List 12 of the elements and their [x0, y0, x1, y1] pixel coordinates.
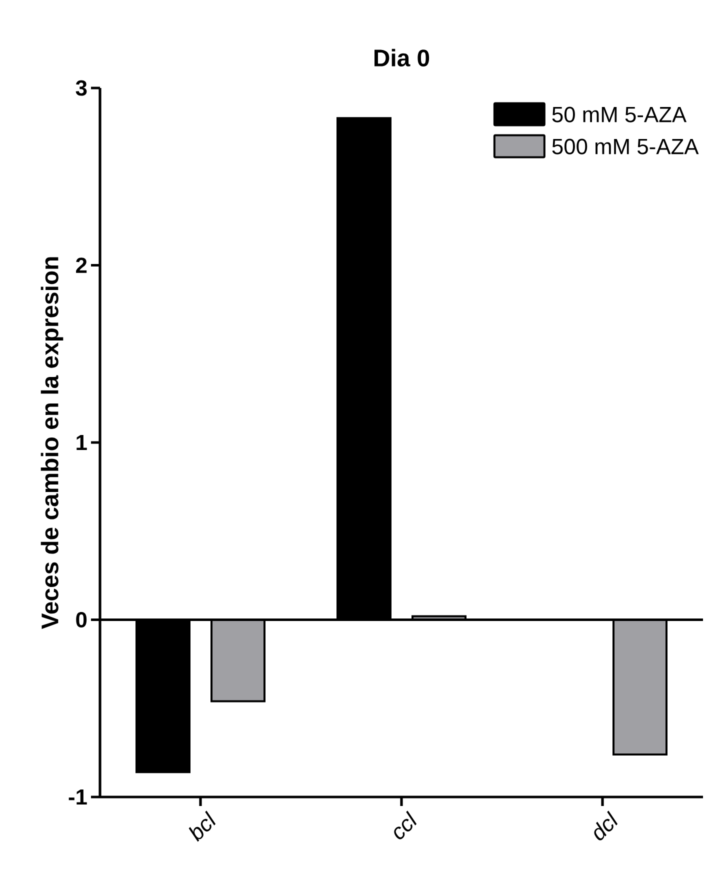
x-tick-label: bcl: [188, 810, 216, 842]
legend-label: 500 mM 5-AZA: [552, 138, 699, 154]
y-tick-label: 0: [76, 612, 87, 628]
y-tick-label: -1: [68, 789, 87, 805]
y-tick-label: 2: [76, 258, 87, 273]
y-tick-label: 3: [76, 80, 87, 96]
legend-label: 50 mM 5-AZA: [552, 106, 687, 122]
y-tick-label: 1: [76, 434, 87, 450]
x-tick-label: dcl: [594, 810, 618, 840]
x-tick-label: ccl: [394, 810, 417, 840]
chart-title: Dia 0: [374, 48, 430, 66]
y-axis-title: Veces de cambio en la expresion: [40, 257, 64, 630]
